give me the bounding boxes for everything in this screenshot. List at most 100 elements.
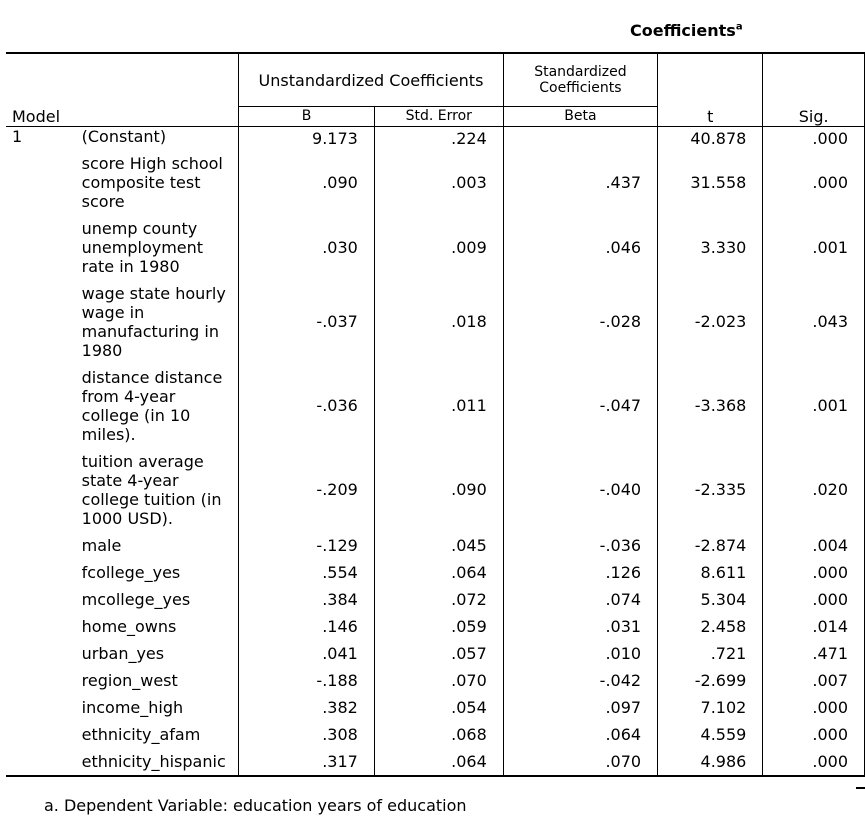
coef-t: 4.559 <box>657 720 764 748</box>
coef-t: 3.330 <box>657 214 764 280</box>
model-number-cell <box>6 613 76 640</box>
coef-t: 7.102 <box>657 693 764 721</box>
coef-sig: .000 <box>762 747 865 777</box>
header-model: Model <box>6 106 240 127</box>
table-row: fcollege_yes .554.064.126 8.611.000 <box>6 558 865 586</box>
header-b: B <box>238 106 375 127</box>
coef-sig: .471 <box>762 639 865 667</box>
model-number-cell <box>6 532 76 559</box>
variable-name: score High school composite test score <box>75 149 240 215</box>
coef-std-error: .057 <box>374 639 504 667</box>
table-row: 1 (Constant) 9.173.224 40.878.000 <box>6 126 865 150</box>
table-row: income_high .382.054.097 7.102.000 <box>6 693 865 721</box>
coef-sig: .000 <box>762 149 865 215</box>
variable-name: fcollege_yes <box>75 558 240 586</box>
variable-name: ethnicity_hispanic <box>75 747 240 777</box>
coef-std-error: .011 <box>374 363 504 448</box>
model-number-cell <box>6 640 76 667</box>
coef-sig: .001 <box>762 214 865 280</box>
coef-b: .384 <box>238 585 375 613</box>
coef-sig: .043 <box>762 279 865 364</box>
coef-std-error: .090 <box>374 447 504 532</box>
table-row: wage state hourly wage in manufacturing … <box>6 279 865 364</box>
coef-t: -2.699 <box>657 666 764 694</box>
header-standardized-text: Standardized Coefficients <box>534 64 627 96</box>
coef-b: .382 <box>238 693 375 721</box>
coef-b: -.037 <box>238 279 375 364</box>
coef-b: .554 <box>238 558 375 586</box>
footnote: a. Dependent Variable: education years o… <box>44 796 467 815</box>
coef-t: 2.458 <box>657 612 764 640</box>
table-row: tuition average state 4-year college tui… <box>6 447 865 532</box>
coef-b: 9.173 <box>238 126 375 150</box>
coef-beta: .437 <box>503 149 659 215</box>
coef-std-error: .045 <box>374 531 504 559</box>
coef-std-error: .064 <box>374 747 504 777</box>
header-blank <box>6 52 76 107</box>
coef-std-error: .009 <box>374 214 504 280</box>
header-unstandardized: Unstandardized Coefficients <box>238 52 504 107</box>
table-row: region_west -.188.070 -.042 -2.699.007 <box>6 666 865 694</box>
header-blank-2 <box>75 52 240 107</box>
coef-sig: .000 <box>762 720 865 748</box>
coef-beta: .070 <box>503 747 659 777</box>
coef-t: 40.878 <box>657 126 764 150</box>
variable-name: (Constant) <box>75 126 240 150</box>
coef-sig: .000 <box>762 126 865 150</box>
coef-beta: -.047 <box>503 363 659 448</box>
coef-b: .308 <box>238 720 375 748</box>
header-t: t <box>657 106 764 127</box>
coef-beta: .010 <box>503 639 659 667</box>
coef-b: .317 <box>238 747 375 777</box>
table-row: unemp county unemployment rate in 1980.0… <box>6 214 865 280</box>
coef-t: -3.368 <box>657 363 764 448</box>
table-row: male -.129.045 -.036 -2.874.004 <box>6 531 865 559</box>
model-number-cell <box>6 215 76 280</box>
variable-name: region_west <box>75 666 240 694</box>
table-title: Coefficientsa <box>630 21 743 40</box>
header-row-1: Unstandardized Coefficients Standardized… <box>6 52 865 107</box>
coef-sig: .014 <box>762 612 865 640</box>
coef-b: -.036 <box>238 363 375 448</box>
variable-name: mcollege_yes <box>75 585 240 613</box>
header-standardized: Standardized Coefficients <box>503 52 659 107</box>
coef-b: .090 <box>238 149 375 215</box>
coef-b: .030 <box>238 214 375 280</box>
coef-beta: .126 <box>503 558 659 586</box>
coef-beta: -.042 <box>503 666 659 694</box>
coef-b: .041 <box>238 639 375 667</box>
header-blank-sig <box>762 52 865 107</box>
coefficients-table: Unstandardized Coefficients Standardized… <box>6 52 865 777</box>
coef-std-error: .054 <box>374 693 504 721</box>
coef-sig: .004 <box>762 531 865 559</box>
coef-beta: .031 <box>503 612 659 640</box>
model-number-cell <box>6 280 76 364</box>
model-number-cell <box>6 747 76 777</box>
coef-t: 5.304 <box>657 585 764 613</box>
table-row: home_owns .146.059.031 2.458.014 <box>6 612 865 640</box>
coef-t: 4.986 <box>657 747 764 777</box>
model-number-cell <box>6 150 76 215</box>
coef-sig: .001 <box>762 363 865 448</box>
table-title-text: Coefficients <box>630 21 736 40</box>
coef-sig: .007 <box>762 666 865 694</box>
coef-std-error: .070 <box>374 666 504 694</box>
coef-sig: .000 <box>762 693 865 721</box>
coef-sig: .000 <box>762 585 865 613</box>
model-number-cell <box>6 694 76 721</box>
header-sig: Sig. <box>762 106 865 127</box>
variable-name: tuition average state 4-year college tui… <box>75 447 240 532</box>
coef-b: -.129 <box>238 531 375 559</box>
coef-std-error: .059 <box>374 612 504 640</box>
coef-beta: .064 <box>503 720 659 748</box>
coef-beta <box>503 126 659 150</box>
variable-name: male <box>75 531 240 559</box>
coef-std-error: .003 <box>374 149 504 215</box>
coef-b: -.188 <box>238 666 375 694</box>
variable-name: wage state hourly wage in manufacturing … <box>75 279 240 364</box>
table-row: score High school composite test score .0… <box>6 149 865 215</box>
table-row: urban_yes .041.057.010.721.471 <box>6 639 865 667</box>
coef-t: -2.874 <box>657 531 764 559</box>
coef-beta: .097 <box>503 693 659 721</box>
coef-t: 8.611 <box>657 558 764 586</box>
